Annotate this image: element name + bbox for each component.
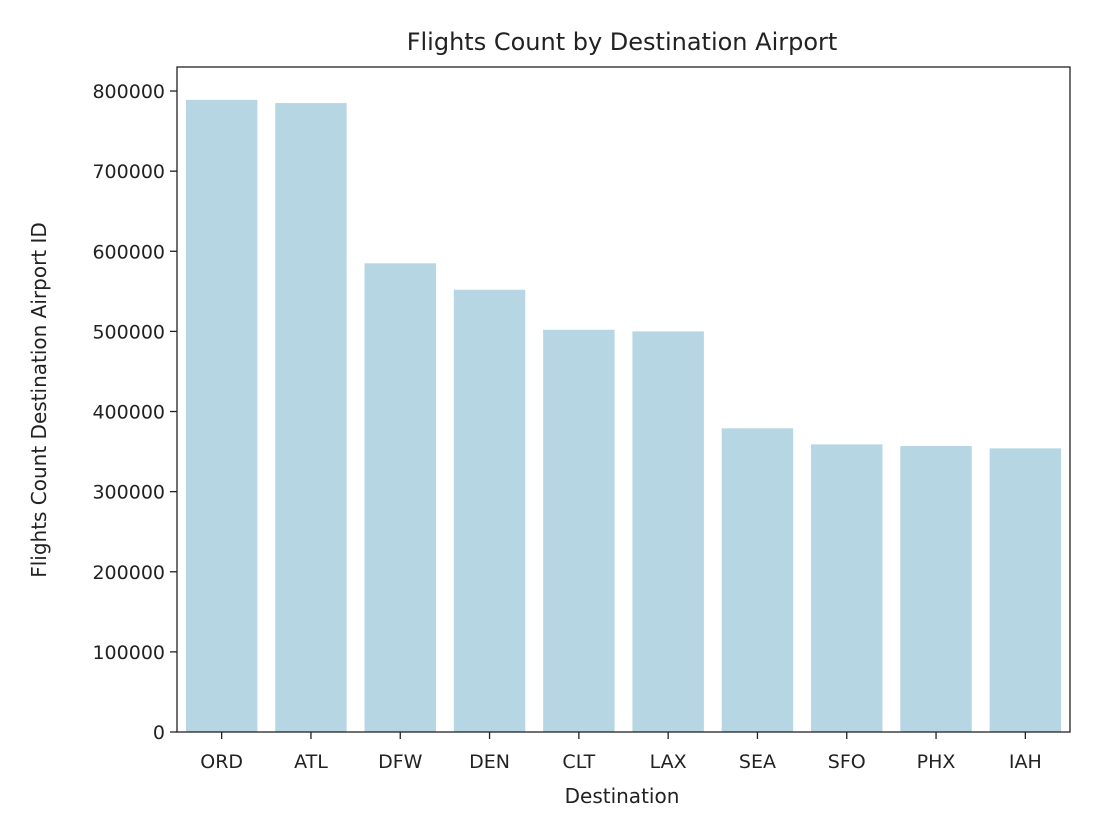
y-tick-label: 600000 (92, 241, 165, 263)
bar-clt (543, 329, 615, 732)
x-tick-label-lax: LAX (650, 751, 687, 773)
y-tick-label: 400000 (92, 402, 165, 424)
x-tick-label-sfo: SFO (828, 751, 866, 773)
y-tick-label: 200000 (92, 562, 165, 584)
chart-title: Flights Count by Destination Airport (407, 28, 838, 56)
bar-lax (632, 331, 704, 732)
x-tick-label-sea: SEA (739, 751, 776, 773)
x-tick-label-phx: PHX (917, 751, 956, 773)
bar-phx (900, 445, 972, 732)
bar-den (453, 289, 526, 732)
y-tick-label: 100000 (92, 642, 165, 664)
y-tick-label: 700000 (92, 161, 165, 183)
y-tick-label: 500000 (92, 321, 165, 343)
bar-sea (721, 428, 794, 732)
x-tick-label-iah: IAH (1009, 751, 1042, 773)
y-tick-label: 800000 (92, 81, 165, 103)
bar-iah (989, 448, 1062, 732)
bar-atl (275, 103, 347, 733)
x-axis: ORD ATL DFW DEN CLT LAX SEA SFO PHX IAH (200, 732, 1042, 773)
x-tick-label-atl: ATL (294, 751, 328, 773)
bar-ord (185, 99, 258, 733)
x-axis-label: Destination (565, 784, 680, 808)
y-tick-label: 300000 (92, 482, 165, 504)
x-tick-label-clt: CLT (562, 751, 595, 773)
bar-dfw (364, 263, 436, 732)
plot-frame (176, 66, 1071, 733)
y-axis-label: Flights Count Destination Airport ID (27, 222, 51, 578)
x-tick-label-dfw: DFW (378, 751, 423, 773)
bars-group (185, 99, 1062, 733)
y-axis: 0 100000 200000 300000 400000 500000 600000 700… (92, 81, 177, 744)
bar-sfo (811, 444, 883, 732)
x-tick-label-ord: ORD (200, 751, 243, 773)
y-tick-label: 0 (153, 722, 165, 744)
x-tick-label-den: DEN (469, 751, 510, 773)
